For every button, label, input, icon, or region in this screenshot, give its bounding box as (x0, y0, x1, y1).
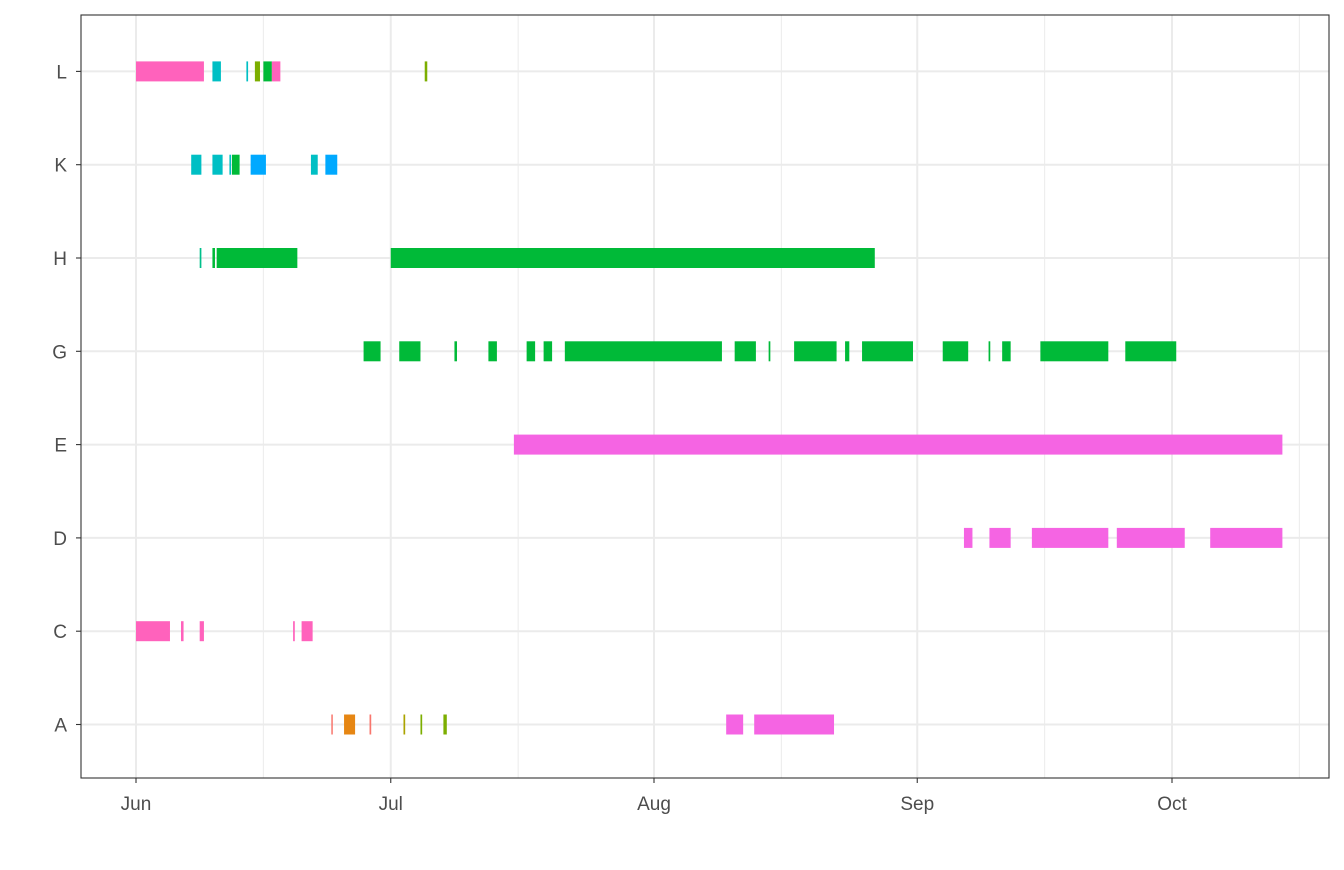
y-tick-label-H: H (53, 249, 67, 270)
y-tick-label-D: D (53, 529, 67, 550)
segment-D-40 (1210, 527, 1283, 548)
segment-G-28 (845, 341, 850, 362)
y-tick-label-K: K (54, 156, 67, 177)
x-tick-label-sep: Sep (900, 794, 934, 815)
segment-H-15 (212, 248, 215, 268)
segment-C-43 (199, 621, 204, 642)
segment-G-26 (768, 341, 771, 362)
segment-A-52 (726, 714, 744, 735)
segment-K-9 (229, 154, 232, 175)
segment-L-0 (136, 61, 204, 82)
x-tick-label-jun: Jun (121, 794, 152, 815)
segment-A-51 (443, 714, 447, 735)
segment-G-30 (942, 341, 969, 362)
segment-G-20 (454, 341, 457, 362)
segment-C-45 (301, 621, 313, 642)
segment-K-13 (325, 154, 338, 175)
segment-C-42 (181, 621, 184, 642)
x-tick-label-oct: Oct (1157, 794, 1187, 815)
segment-A-50 (420, 714, 423, 735)
segment-K-10 (231, 154, 240, 175)
bars-layer (136, 61, 1283, 735)
segment-G-24 (564, 341, 722, 362)
segment-A-53 (754, 714, 835, 735)
segment-L-6 (424, 61, 428, 82)
segment-K-7 (191, 154, 202, 175)
y-tick-label-A: A (54, 716, 67, 737)
segment-L-2 (246, 61, 249, 82)
y-tick-label-C: C (53, 622, 67, 643)
segment-A-46 (331, 714, 333, 735)
grid-layer (81, 15, 1329, 778)
segment-K-12 (310, 154, 318, 175)
segment-G-19 (399, 341, 421, 362)
segment-G-27 (794, 341, 837, 362)
x-tick-label-jul: Jul (379, 794, 403, 815)
segment-G-33 (1040, 341, 1109, 362)
x-tick-label-aug: Aug (637, 794, 671, 815)
segment-C-44 (293, 621, 295, 642)
segment-A-47 (344, 714, 356, 735)
segment-G-23 (543, 341, 553, 362)
segment-D-37 (989, 527, 1011, 548)
panel-background (81, 15, 1329, 778)
segment-G-29 (862, 341, 913, 362)
segment-G-21 (488, 341, 497, 362)
segment-G-18 (363, 341, 381, 362)
segment-G-25 (734, 341, 756, 362)
y-tick-label-E: E (54, 436, 67, 457)
segment-C-41 (136, 621, 170, 642)
y-tick-label-G: G (52, 342, 67, 363)
segment-D-38 (1031, 527, 1109, 548)
segment-D-39 (1116, 527, 1185, 548)
axis-layer: A C D E G H K L Jun Jul Aug Sep Oct (52, 62, 1187, 815)
segment-D-36 (963, 527, 973, 548)
segment-K-8 (212, 154, 223, 175)
segment-A-48 (369, 714, 372, 735)
panel-border (80, 14, 1330, 779)
segment-H-14 (199, 248, 202, 268)
segment-G-31 (988, 341, 991, 362)
segment-L-3 (254, 61, 260, 82)
segment-A-49 (403, 714, 406, 735)
segment-H-17 (390, 248, 875, 268)
segment-G-34 (1125, 341, 1177, 362)
segment-K-11 (250, 154, 266, 175)
segment-G-22 (526, 341, 536, 362)
segment-L-5 (271, 61, 281, 82)
segment-H-16 (216, 248, 298, 268)
segment-G-32 (1002, 341, 1011, 362)
segment-L-4 (263, 61, 272, 82)
segment-E-35 (513, 434, 1283, 455)
segment-L-1 (212, 61, 221, 82)
y-tick-label-L: L (56, 62, 67, 83)
